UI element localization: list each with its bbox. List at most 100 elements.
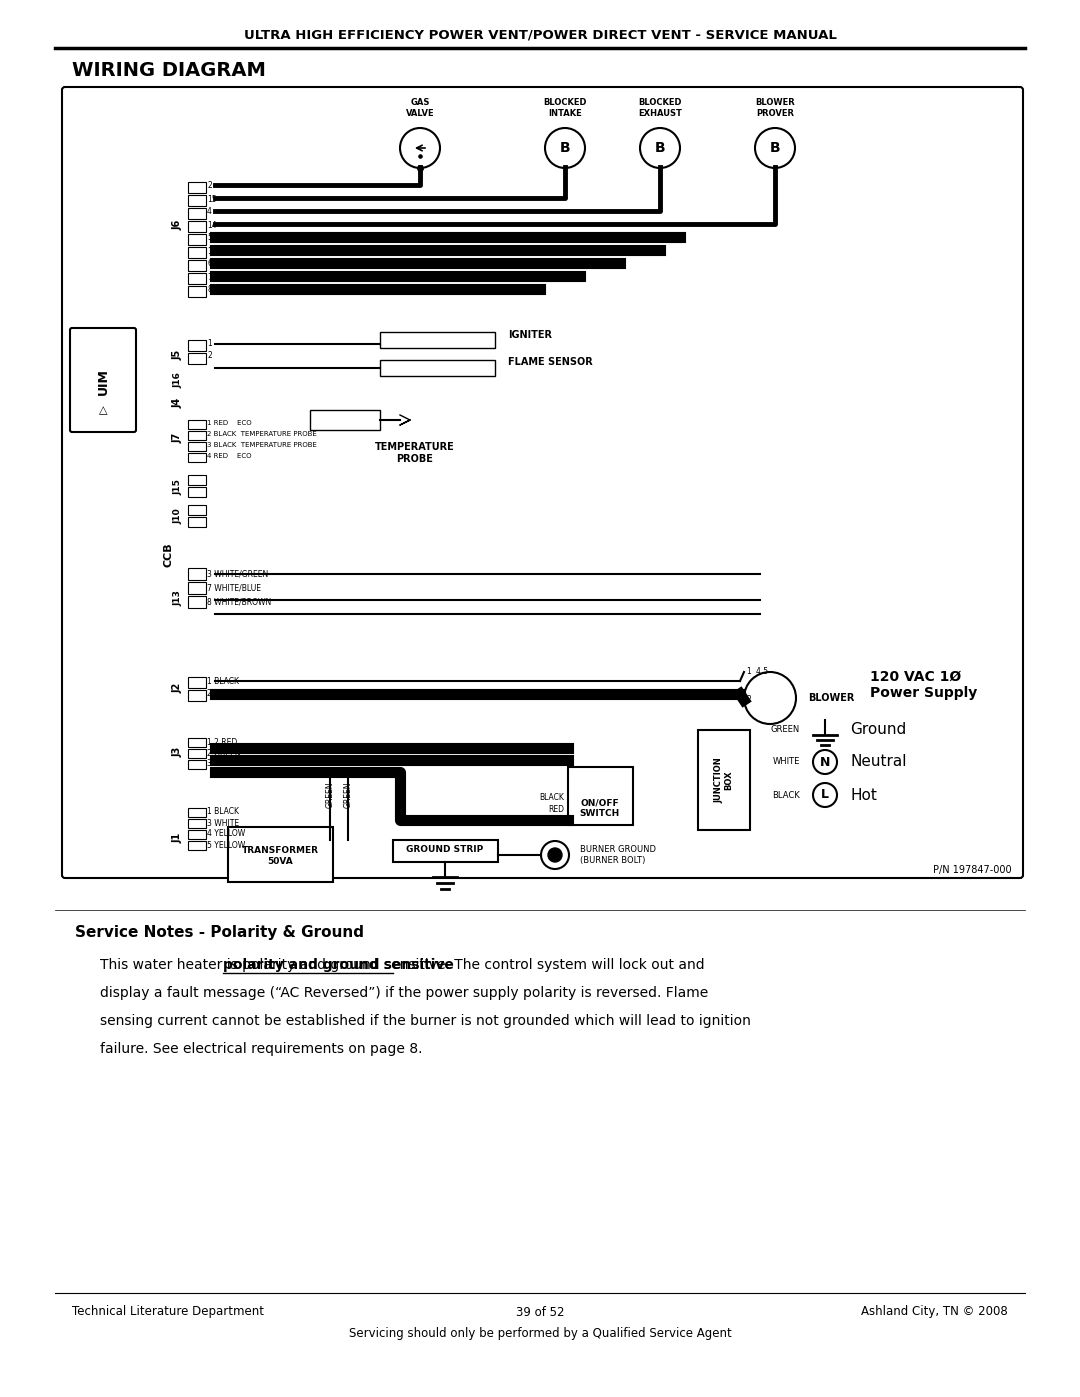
Bar	[188, 182, 206, 193]
Bar	[188, 196, 206, 205]
Text: WHITE: WHITE	[772, 757, 800, 767]
Text: J6: J6	[173, 219, 183, 231]
Text: 2 WHITE: 2 WHITE	[207, 690, 239, 698]
Text: BLACK: BLACK	[772, 791, 800, 799]
Text: BLOCKED
EXHAUST: BLOCKED EXHAUST	[638, 98, 681, 117]
Text: J7: J7	[173, 433, 183, 443]
Bar	[188, 247, 206, 258]
Text: Technical Literature Department: Technical Literature Department	[72, 1306, 264, 1319]
Bar	[188, 569, 206, 580]
Text: 4 5: 4 5	[756, 668, 768, 676]
Text: 120 VAC 1Ø
Power Supply: 120 VAC 1Ø Power Supply	[870, 671, 977, 700]
FancyBboxPatch shape	[70, 328, 136, 432]
Text: 14: 14	[207, 221, 217, 229]
Text: △: △	[98, 405, 107, 415]
Text: J3: J3	[173, 747, 183, 757]
Bar	[188, 678, 206, 687]
Bar	[188, 504, 206, 515]
Bar	[188, 221, 206, 232]
Text: 2 GREEN: 2 GREEN	[207, 749, 241, 757]
Bar	[310, 409, 380, 430]
Text: 3 WHITE: 3 WHITE	[207, 760, 239, 768]
Bar	[188, 517, 206, 527]
Text: J16: J16	[174, 372, 183, 388]
Text: BURNER GROUND
(BURNER BOLT): BURNER GROUND (BURNER BOLT)	[580, 845, 656, 865]
Text: 4 RED    ECO: 4 RED ECO	[207, 453, 252, 460]
Text: GROUND STRIP: GROUND STRIP	[406, 845, 484, 855]
Bar	[698, 731, 750, 830]
Bar	[188, 690, 206, 701]
Bar	[228, 827, 333, 882]
Text: 3 BLACK  TEMPERATURE PROBE: 3 BLACK TEMPERATURE PROBE	[207, 441, 316, 448]
Text: failure. See electrical requirements on page 8.: failure. See electrical requirements on …	[100, 1042, 422, 1056]
Text: 1: 1	[746, 668, 752, 676]
Text: J10: J10	[174, 509, 183, 524]
Bar	[188, 738, 206, 747]
Text: 1: 1	[207, 339, 212, 348]
Text: 39 of 52: 39 of 52	[516, 1306, 564, 1319]
Text: GREEN: GREEN	[325, 782, 335, 809]
Text: GREEN: GREEN	[771, 725, 800, 735]
Text: 7: 7	[207, 272, 212, 282]
Text: 10: 10	[207, 246, 217, 256]
Text: 2: 2	[207, 352, 212, 360]
Bar	[188, 420, 206, 429]
Text: B: B	[654, 141, 665, 155]
Text: BLACK: BLACK	[539, 793, 564, 802]
Text: P/N 197847-000: P/N 197847-000	[933, 865, 1012, 875]
Text: L: L	[821, 788, 829, 802]
Text: polarity and ground sensitive: polarity and ground sensitive	[222, 958, 454, 972]
Bar	[188, 235, 206, 244]
Text: 2 BLACK  TEMPERATURE PROBE: 2 BLACK TEMPERATURE PROBE	[207, 432, 316, 437]
Text: 4 YELLOW: 4 YELLOW	[207, 830, 245, 838]
Text: 3 WHITE: 3 WHITE	[207, 819, 239, 827]
Text: 5: 5	[207, 233, 212, 243]
Bar	[393, 840, 498, 862]
Bar	[188, 339, 206, 351]
Bar	[188, 583, 206, 594]
Bar	[380, 332, 495, 348]
Bar	[188, 819, 206, 828]
Text: JUNCTION
BOX: JUNCTION BOX	[714, 757, 733, 803]
Text: GAS
VALVE: GAS VALVE	[406, 98, 434, 117]
Text: CCB: CCB	[163, 542, 173, 567]
Bar	[188, 453, 206, 462]
Text: 15: 15	[207, 194, 217, 204]
Bar	[188, 432, 206, 440]
Text: J13: J13	[174, 590, 183, 606]
Text: RED: RED	[548, 805, 564, 813]
Bar	[188, 353, 206, 365]
Text: 4: 4	[207, 208, 212, 217]
Text: WIRING DIAGRAM: WIRING DIAGRAM	[72, 60, 266, 80]
Text: Ground: Ground	[850, 722, 906, 738]
Text: Neutral: Neutral	[850, 754, 906, 770]
Bar	[188, 441, 206, 451]
Text: Service Notes - Polarity & Ground: Service Notes - Polarity & Ground	[75, 925, 364, 940]
Text: Servicing should only be performed by a Qualified Service Agent: Servicing should only be performed by a …	[349, 1327, 731, 1340]
Text: 6: 6	[207, 260, 212, 268]
Text: J1: J1	[173, 833, 183, 844]
Text: sensing current cannot be established if the burner is not grounded which will l: sensing current cannot be established if…	[100, 1014, 751, 1028]
Bar	[188, 488, 206, 497]
Text: B: B	[770, 141, 781, 155]
Text: 1,2 RED: 1,2 RED	[207, 738, 238, 746]
Text: BLOWER: BLOWER	[808, 693, 854, 703]
Bar	[188, 260, 206, 271]
Text: IGNITER: IGNITER	[508, 330, 552, 339]
Bar	[188, 830, 206, 840]
Bar	[188, 272, 206, 284]
Text: 3 WHITE/GREEN: 3 WHITE/GREEN	[207, 570, 268, 578]
Text: FLAME SENSOR: FLAME SENSOR	[508, 358, 593, 367]
Text: GREEN: GREEN	[343, 782, 352, 809]
Bar	[188, 760, 206, 768]
Text: TRANSFORMER
50VA: TRANSFORMER 50VA	[242, 847, 319, 866]
Text: This water heater is polarity and ground sensitive. The control system will lock: This water heater is polarity and ground…	[100, 958, 704, 972]
Text: J4: J4	[173, 398, 183, 408]
Bar	[188, 807, 206, 817]
Text: Ashland City, TN © 2008: Ashland City, TN © 2008	[861, 1306, 1008, 1319]
Text: WHITE: WHITE	[539, 816, 564, 824]
Text: N: N	[820, 756, 831, 768]
Text: J2: J2	[173, 683, 183, 693]
Bar	[188, 597, 206, 608]
Bar	[188, 208, 206, 219]
